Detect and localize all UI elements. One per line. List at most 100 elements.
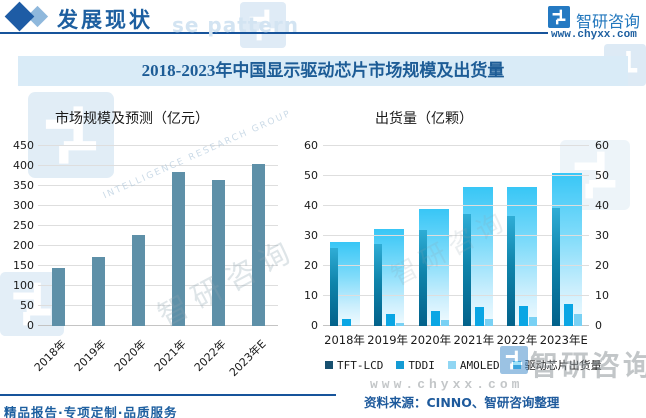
bar-slot: [158, 146, 198, 326]
services-tagline: 精品报告·专项定制·品质服务: [4, 405, 178, 418]
y-tick-label: 0: [311, 319, 318, 332]
gridline: [323, 205, 589, 206]
brand-url: www.chyxx.com: [551, 29, 637, 41]
y-tick-label: 200: [13, 239, 34, 253]
bar-slot: [118, 146, 158, 326]
y-tick-label: 20: [595, 259, 609, 273]
legend-label: TFT-LCD: [337, 358, 384, 372]
tft-lcd-bar: [507, 215, 516, 326]
left-chart-title: 市场规模及预测（亿元）: [55, 111, 209, 127]
tft-lcd-bar: [330, 248, 339, 326]
y-tick-label: 150: [13, 259, 34, 273]
x-tick-label: 2020年: [410, 333, 452, 347]
chart-banner-title: 2018-2023年中国显示驱动芯片市场规模及出货量: [18, 56, 628, 86]
amoled-bar: [529, 317, 538, 326]
y-tick-label: 30: [304, 229, 318, 242]
market-bar-2023年E: [251, 164, 265, 326]
right-chart-plot: [323, 145, 589, 326]
legend-swatch: [447, 361, 456, 369]
data-source: 资料来源：CINNO、智研咨询整理: [364, 395, 560, 410]
watermark-logo-icon: [240, 2, 286, 48]
legend-item: 驱动芯片出货量: [512, 357, 602, 373]
left-chart-y-axis: 0 50 100 150 200 250 300 350 400 450: [6, 140, 34, 332]
y-tick-label: 400: [13, 159, 34, 173]
market-bar-2019年: [91, 256, 105, 326]
y-tick-label: 60: [595, 139, 609, 152]
y-tick-label: 250: [13, 219, 34, 232]
tddi-bar: [519, 305, 529, 326]
bar-slot: [78, 146, 118, 326]
y-tick-label: 0: [27, 319, 34, 332]
y-tick-label: 10: [595, 289, 609, 303]
gridline: [323, 325, 589, 326]
tddi-bar: [386, 314, 396, 326]
y-tick-label: 350: [13, 179, 34, 192]
gridline: [323, 265, 589, 266]
gridline: [38, 165, 278, 167]
y-tick-label: 0: [595, 319, 602, 332]
x-tick-label: 2022年: [496, 333, 538, 347]
header-divider: [0, 32, 548, 34]
tft-lcd-bar: [374, 243, 383, 326]
watermark-url-text: www.chyxx.com: [370, 377, 524, 392]
legend-item: TDDI: [396, 359, 435, 372]
right-chart-x-axis: 2018年 2019年 2020年 2021年 2022年 2023年E: [323, 332, 589, 348]
x-tick-label: 2023年E: [539, 333, 588, 347]
market-bar-2021年: [171, 172, 185, 326]
amoled-bar: [396, 322, 405, 326]
market-bar-2022年: [211, 179, 225, 326]
gridline: [323, 145, 589, 146]
legend-item: TFT-LCD: [325, 359, 383, 372]
tddi-bar: [563, 303, 573, 326]
gridline: [38, 265, 278, 266]
y-tick-label: 10: [304, 289, 318, 303]
tddi-bar: [475, 306, 485, 326]
legend-swatch: [325, 361, 333, 369]
tddi-bar: [342, 319, 352, 326]
bar-group-2022年: [507, 146, 538, 326]
y-tick-label: 40: [595, 199, 609, 213]
x-tick-label: 2018年: [324, 333, 365, 347]
tft-lcd-bar: [418, 230, 427, 326]
bar-group-2020年: [418, 146, 449, 326]
y-tick-label: 60: [304, 139, 318, 152]
gridline: [38, 185, 278, 186]
tft-lcd-bar: [551, 207, 560, 326]
diamond-icon: [4, 1, 35, 32]
section-title: 发展现状: [57, 8, 153, 32]
left-chart-plot: [38, 145, 278, 326]
bar-group-2018年: [330, 146, 361, 326]
right-chart-y-axis-left: 0 10 20 30 40 50 60: [294, 140, 318, 332]
right-chart-legend: TFT-LCD TDDI AMOLED 驱动芯片出货量: [325, 357, 625, 373]
gridline: [323, 295, 589, 296]
bar-group-2021年: [463, 146, 494, 326]
gridline: [38, 145, 278, 146]
amoled-bar: [573, 314, 582, 326]
bar-group-2023年E: [551, 146, 582, 326]
footer-divider: [0, 394, 336, 396]
gridline: [323, 175, 589, 176]
y-tick-label: 30: [595, 229, 609, 242]
legend-swatch: [512, 361, 521, 369]
gridline: [323, 235, 589, 236]
right-chart-y-axis-right: 0 10 20 30 40 50 60: [595, 140, 619, 332]
y-tick-label: 50: [595, 169, 609, 182]
amoled-bar: [440, 320, 449, 326]
gridline: [38, 285, 278, 287]
tft-lcd-bar: [463, 213, 472, 326]
gridline: [38, 325, 278, 326]
gridline: [38, 245, 278, 247]
bar-group-2019年: [374, 146, 405, 326]
y-tick-label: 50: [304, 169, 318, 182]
bar-series: [38, 146, 278, 326]
right-chart-title: 出货量（亿颗）: [375, 111, 473, 127]
legend-item: AMOLED: [447, 359, 500, 372]
legend-label: TDDI: [408, 358, 435, 372]
y-tick-label: 40: [304, 199, 318, 213]
market-bar-2020年: [131, 234, 145, 326]
y-tick-label: 450: [13, 139, 34, 152]
gridline: [38, 305, 278, 307]
bar-slot: [238, 146, 278, 326]
legend-label: 驱动芯片出货量: [524, 359, 602, 372]
